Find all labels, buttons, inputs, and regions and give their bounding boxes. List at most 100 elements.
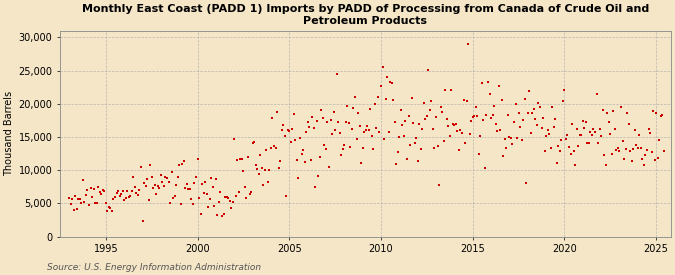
Point [73, 197, 84, 201]
Point [504, 135, 515, 139]
Point [492, 129, 503, 133]
Point [657, 112, 668, 117]
Point [385, 80, 396, 84]
Point [529, 107, 539, 111]
Point [496, 98, 507, 103]
Point [412, 159, 423, 163]
Point [597, 108, 608, 112]
Point [400, 119, 411, 123]
Point [111, 191, 122, 195]
Point [527, 111, 538, 115]
Point [76, 201, 87, 205]
Point [153, 184, 163, 188]
Point [178, 159, 189, 164]
Point [72, 207, 82, 211]
Point [137, 218, 148, 223]
Point [78, 178, 88, 182]
Point [198, 191, 209, 195]
Point [205, 197, 215, 202]
Point [455, 127, 466, 132]
Point [429, 146, 440, 151]
Point [603, 120, 614, 125]
Point [173, 163, 184, 168]
Point [464, 131, 475, 136]
Point [160, 175, 171, 180]
Point [246, 190, 256, 194]
Point [513, 111, 524, 115]
Point [411, 136, 422, 140]
Point [435, 105, 446, 109]
Point [211, 177, 221, 182]
Point [138, 181, 149, 185]
Point [600, 163, 611, 167]
Point [541, 134, 551, 138]
Point [288, 112, 299, 116]
Point [305, 157, 316, 162]
Point [530, 117, 541, 121]
Point [409, 141, 420, 145]
Point [518, 117, 529, 122]
Point [587, 133, 597, 137]
Point [475, 134, 486, 139]
Point [490, 122, 501, 126]
Point [97, 188, 108, 192]
Point [381, 74, 392, 79]
Point [545, 146, 556, 150]
Point [431, 115, 441, 120]
Point [242, 155, 253, 160]
Point [359, 130, 370, 134]
Point [65, 202, 76, 206]
Point [340, 120, 351, 124]
Point [269, 144, 279, 148]
Point [80, 192, 91, 197]
Point [224, 199, 235, 203]
Point [103, 205, 114, 210]
Point [394, 134, 405, 139]
Point [192, 156, 203, 161]
Point [547, 105, 558, 109]
Point [338, 147, 348, 151]
Point [157, 179, 168, 184]
Point [67, 197, 78, 201]
Point [415, 146, 426, 151]
Point [302, 119, 313, 124]
Point [102, 209, 113, 214]
Point [114, 193, 125, 198]
Point [515, 125, 526, 129]
Point [264, 168, 275, 172]
Point [501, 145, 512, 150]
Point [433, 183, 444, 187]
Point [327, 132, 338, 137]
Point [392, 150, 403, 154]
Point [374, 130, 385, 134]
Point [200, 180, 211, 184]
Point [582, 141, 593, 145]
Point [548, 125, 559, 129]
Point [583, 141, 594, 145]
Point [483, 80, 493, 85]
Point [418, 100, 429, 105]
Point [144, 163, 155, 167]
Point [567, 122, 578, 126]
Point [406, 96, 417, 101]
Point [252, 166, 263, 171]
Point [473, 152, 484, 156]
Point [477, 80, 487, 85]
Point [107, 209, 117, 214]
Point [423, 67, 434, 72]
Point [247, 141, 258, 145]
Point [425, 108, 435, 112]
Point [440, 88, 451, 92]
Point [612, 145, 623, 150]
Point [375, 84, 386, 88]
Point [551, 161, 562, 165]
Point [250, 163, 261, 167]
Point [206, 176, 217, 181]
Point [408, 120, 418, 125]
Point [632, 145, 643, 150]
Point [564, 145, 574, 150]
Point [253, 172, 264, 177]
Point [132, 193, 143, 197]
Point [438, 139, 449, 143]
Point [512, 136, 522, 141]
